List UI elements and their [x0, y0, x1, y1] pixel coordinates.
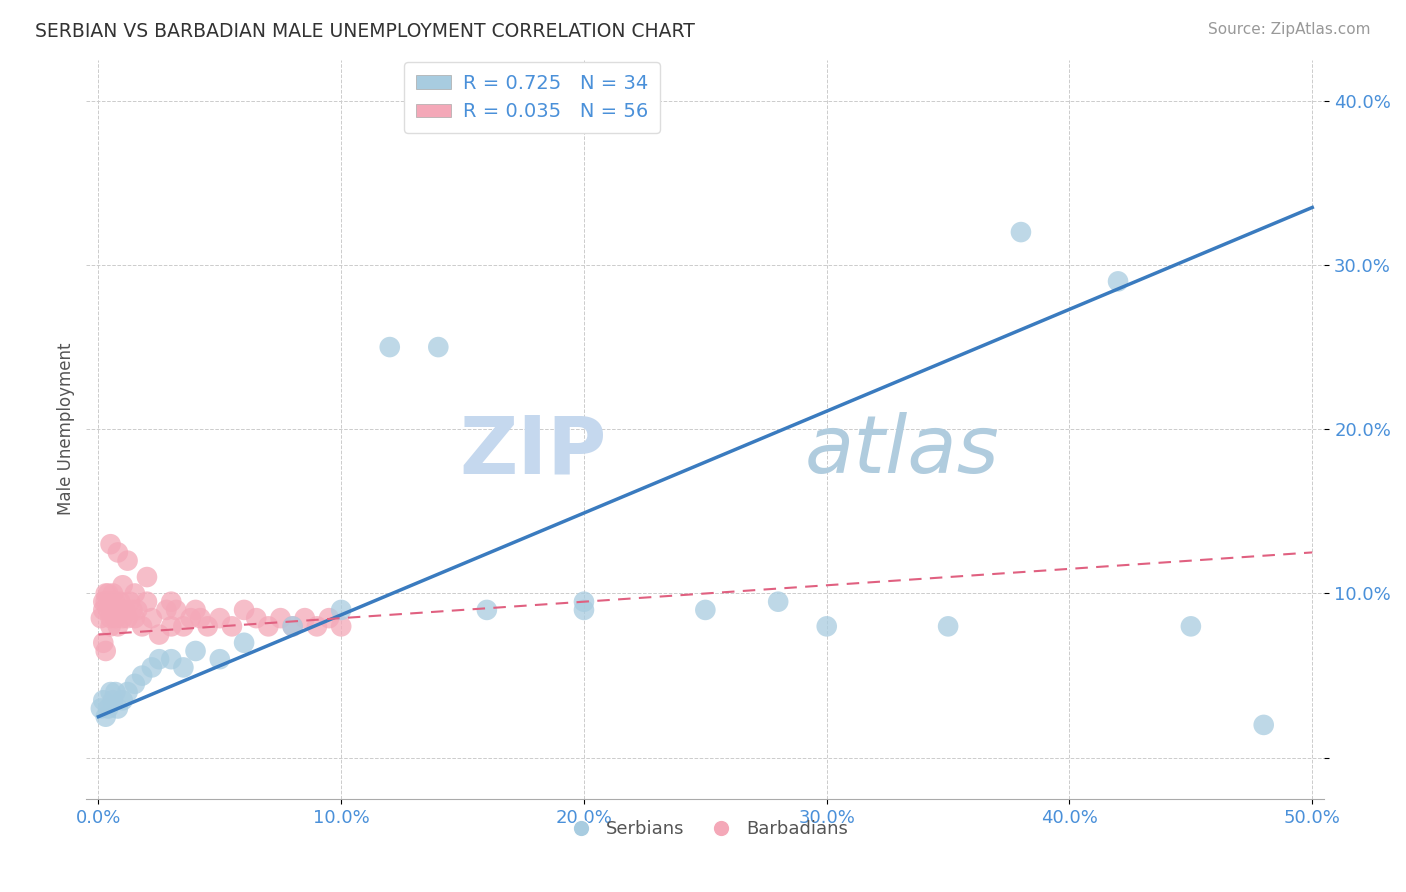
Point — [131, 668, 153, 682]
Text: atlas: atlas — [804, 412, 1000, 491]
Point — [160, 652, 183, 666]
Point — [91, 636, 114, 650]
Legend: Serbians, Barbadians: Serbians, Barbadians — [555, 813, 855, 846]
Point — [104, 595, 127, 609]
Point — [94, 586, 117, 600]
Point — [136, 570, 159, 584]
Point — [97, 701, 120, 715]
Point — [221, 619, 243, 633]
Point — [136, 595, 159, 609]
Point — [121, 603, 143, 617]
Point — [281, 619, 304, 633]
Point — [766, 595, 789, 609]
Point — [91, 603, 114, 617]
Point — [118, 595, 141, 609]
Point — [117, 611, 139, 625]
Point — [91, 595, 114, 609]
Point — [97, 586, 120, 600]
Point — [936, 619, 959, 633]
Point — [110, 595, 132, 609]
Point — [104, 685, 127, 699]
Point — [180, 611, 202, 625]
Point — [114, 603, 136, 617]
Point — [94, 644, 117, 658]
Point — [124, 586, 146, 600]
Point — [572, 603, 595, 617]
Point — [148, 652, 170, 666]
Point — [160, 595, 183, 609]
Point — [233, 603, 256, 617]
Text: Source: ZipAtlas.com: Source: ZipAtlas.com — [1208, 22, 1371, 37]
Point — [94, 595, 117, 609]
Point — [475, 603, 498, 617]
Point — [330, 603, 353, 617]
Point — [165, 603, 187, 617]
Point — [117, 554, 139, 568]
Point — [1180, 619, 1202, 633]
Point — [100, 685, 122, 699]
Point — [378, 340, 401, 354]
Point — [117, 685, 139, 699]
Point — [257, 619, 280, 633]
Point — [100, 611, 122, 625]
Point — [233, 636, 256, 650]
Point — [184, 603, 207, 617]
Point — [104, 611, 127, 625]
Point — [131, 619, 153, 633]
Point — [94, 709, 117, 723]
Y-axis label: Male Unemployment: Male Unemployment — [58, 343, 75, 516]
Point — [111, 611, 134, 625]
Point — [107, 545, 129, 559]
Point — [305, 619, 328, 633]
Point — [127, 603, 149, 617]
Point — [155, 603, 177, 617]
Point — [141, 611, 163, 625]
Point — [91, 693, 114, 707]
Point — [107, 603, 129, 617]
Point — [101, 603, 124, 617]
Point — [1010, 225, 1032, 239]
Point — [101, 693, 124, 707]
Point — [172, 660, 194, 674]
Point — [90, 611, 112, 625]
Point — [172, 619, 194, 633]
Point — [124, 677, 146, 691]
Point — [208, 652, 231, 666]
Point — [97, 603, 120, 617]
Point — [90, 701, 112, 715]
Point — [111, 578, 134, 592]
Text: ZIP: ZIP — [458, 412, 606, 491]
Point — [1253, 718, 1275, 732]
Point — [427, 340, 450, 354]
Point — [197, 619, 219, 633]
Point — [281, 619, 304, 633]
Point — [318, 611, 340, 625]
Point — [330, 619, 353, 633]
Point — [124, 611, 146, 625]
Point — [270, 611, 292, 625]
Point — [208, 611, 231, 625]
Point — [294, 611, 316, 625]
Point — [1107, 274, 1129, 288]
Point — [107, 619, 129, 633]
Point — [572, 595, 595, 609]
Point — [160, 619, 183, 633]
Point — [100, 619, 122, 633]
Point — [190, 611, 212, 625]
Point — [100, 595, 122, 609]
Point — [815, 619, 838, 633]
Point — [148, 627, 170, 641]
Point — [101, 586, 124, 600]
Point — [245, 611, 267, 625]
Point — [695, 603, 717, 617]
Point — [184, 644, 207, 658]
Text: SERBIAN VS BARBADIAN MALE UNEMPLOYMENT CORRELATION CHART: SERBIAN VS BARBADIAN MALE UNEMPLOYMENT C… — [35, 22, 695, 41]
Point — [111, 693, 134, 707]
Point — [107, 701, 129, 715]
Point — [100, 537, 122, 551]
Point — [141, 660, 163, 674]
